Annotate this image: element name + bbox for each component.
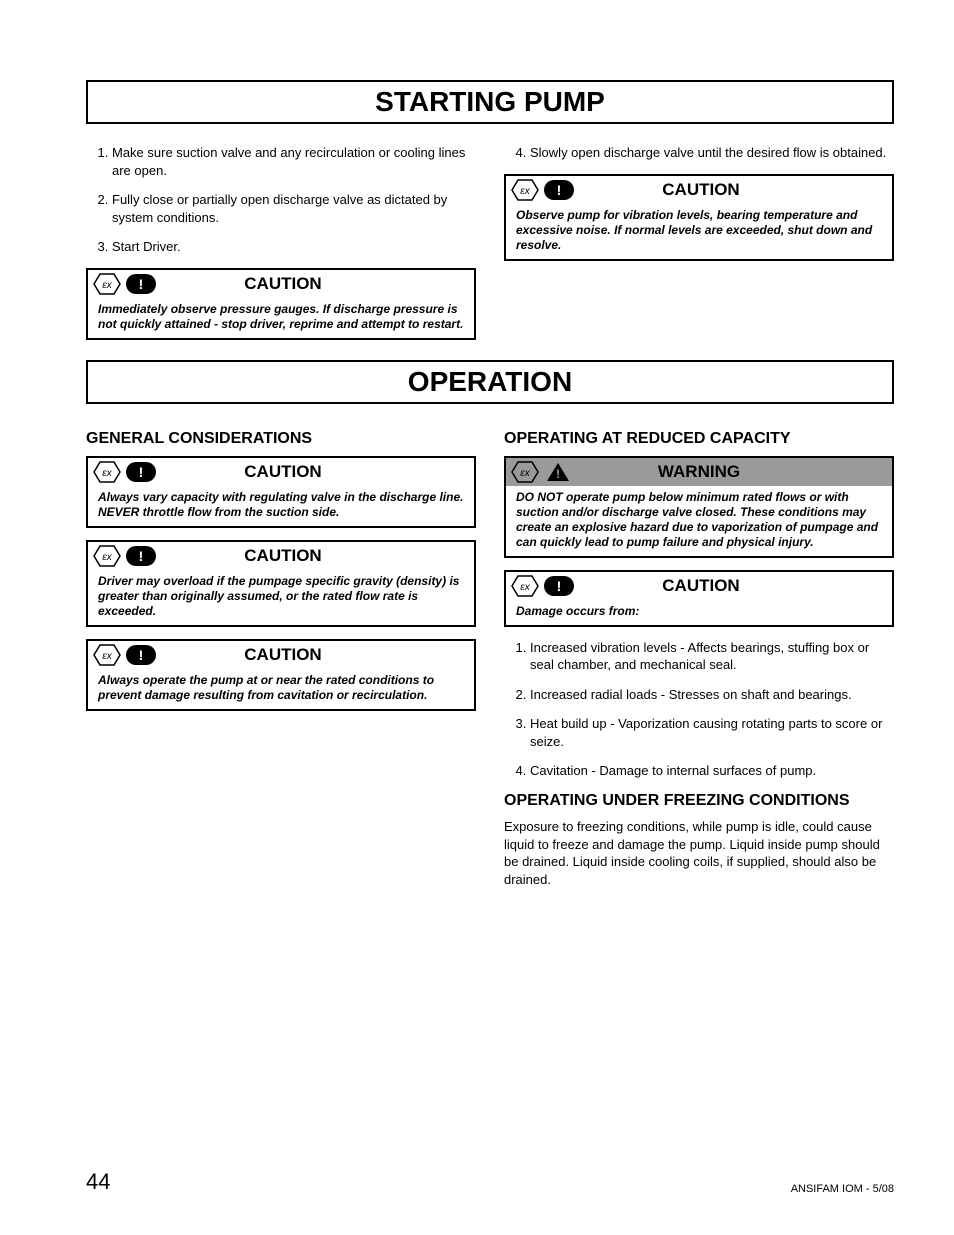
damage-list: Increased vibration levels - Affects bea… <box>504 639 894 780</box>
step: Fully close or partially open discharge … <box>112 191 476 226</box>
exclaim-pill-icon: ! <box>126 645 156 665</box>
caution-header: εx ! CAUTION <box>506 176 892 204</box>
caution-box: εx ! CAUTION Always operate the pump at … <box>86 639 476 711</box>
warning-body: DO NOT operate pump below minimum rated … <box>506 486 892 556</box>
exclaim-pill-icon: ! <box>544 180 574 200</box>
step: Start Driver. <box>112 238 476 256</box>
caution-header: εx ! CAUTION <box>88 458 474 486</box>
caution-header: εx ! CAUTION <box>506 572 892 600</box>
step: Slowly open discharge valve until the de… <box>530 144 894 162</box>
section-title: STARTING PUMP <box>86 80 894 124</box>
steps-left: Make sure suction valve and any recircul… <box>86 144 476 256</box>
warning-box: εx ! WARNING DO NOT operate pump below m… <box>504 456 894 558</box>
ex-hex-icon: εx <box>90 643 124 667</box>
caution-body: Driver may overload if the pumpage speci… <box>88 570 474 625</box>
op-right-column: OPERATING AT REDUCED CAPACITY εx ! WARNI… <box>504 424 894 888</box>
ex-hex-icon: εx <box>508 178 542 202</box>
caution-box: εx ! CAUTION Observe pump for vibration … <box>504 174 894 261</box>
caution-body: Always operate the pump at or near the r… <box>88 669 474 709</box>
caution-header: εx ! CAUTION <box>88 270 474 298</box>
ex-hex-icon: εx <box>508 574 542 598</box>
caution-header: εx ! CAUTION <box>88 542 474 570</box>
list-item: Heat build up - Vaporization causing rot… <box>530 715 894 750</box>
exclaim-pill-icon: ! <box>126 462 156 482</box>
caution-body: Always vary capacity with regulating val… <box>88 486 474 526</box>
svg-text:εx: εx <box>102 468 112 479</box>
ex-hex-icon: εx <box>90 272 124 296</box>
exclaim-pill-icon: ! <box>544 576 574 596</box>
caution-box: εx ! CAUTION Always vary capacity with r… <box>86 456 476 528</box>
caution-header: εx ! CAUTION <box>88 641 474 669</box>
svg-text:!: ! <box>556 467 560 481</box>
svg-text:εx: εx <box>520 468 530 479</box>
ex-hex-icon: εx <box>90 460 124 484</box>
doc-id: ANSIFAM IOM - 5/08 <box>791 1183 894 1195</box>
list-item: Increased radial loads - Stresses on sha… <box>530 686 894 704</box>
list-item: Cavitation - Damage to internal surfaces… <box>530 762 894 780</box>
section-title: OPERATION <box>86 360 894 404</box>
caution-body: Immediately observe pressure gauges. If … <box>88 298 474 338</box>
svg-text:εx: εx <box>520 186 530 197</box>
ex-hex-icon: εx <box>90 544 124 568</box>
subheading: OPERATING UNDER FREEZING CONDITIONS <box>504 792 894 810</box>
page-footer: 44 ANSIFAM IOM - 5/08 <box>86 1169 894 1195</box>
caution-box: εx ! CAUTION Damage occurs from: <box>504 570 894 627</box>
caution-title: CAUTION <box>574 576 892 596</box>
page-number: 44 <box>86 1169 110 1195</box>
left-column: Make sure suction valve and any recircul… <box>86 144 476 352</box>
caution-box: εx ! CAUTION Driver may overload if the … <box>86 540 476 627</box>
caution-title: CAUTION <box>574 180 892 200</box>
subheading: OPERATING AT REDUCED CAPACITY <box>504 430 894 448</box>
right-column: Slowly open discharge valve until the de… <box>504 144 894 352</box>
caution-body: Damage occurs from: <box>506 600 892 625</box>
list-item: Increased vibration levels - Affects bea… <box>530 639 894 674</box>
caution-body: Observe pump for vibration levels, beari… <box>506 204 892 259</box>
caution-title: CAUTION <box>156 546 474 566</box>
operation-columns: GENERAL CONSIDERATIONS εx ! CAUTION Alwa… <box>86 424 894 888</box>
caution-title: CAUTION <box>156 462 474 482</box>
caution-title: CAUTION <box>156 274 474 294</box>
caution-title: CAUTION <box>156 645 474 665</box>
exclaim-pill-icon: ! <box>126 546 156 566</box>
warning-title: WARNING <box>570 462 892 482</box>
warning-header: εx ! WARNING <box>506 458 892 486</box>
subheading: GENERAL CONSIDERATIONS <box>86 430 476 448</box>
svg-text:εx: εx <box>520 582 530 593</box>
starting-pump-columns: Make sure suction valve and any recircul… <box>86 144 894 352</box>
svg-text:εx: εx <box>102 280 112 291</box>
body-text: Exposure to freezing conditions, while p… <box>504 818 894 888</box>
op-left-column: GENERAL CONSIDERATIONS εx ! CAUTION Alwa… <box>86 424 476 888</box>
caution-box: εx ! CAUTION Immediately observe pressur… <box>86 268 476 340</box>
ex-hex-icon: εx <box>508 460 542 484</box>
steps-right: Slowly open discharge valve until the de… <box>504 144 894 162</box>
step: Make sure suction valve and any recircul… <box>112 144 476 179</box>
svg-text:εx: εx <box>102 552 112 563</box>
exclaim-pill-icon: ! <box>126 274 156 294</box>
svg-text:εx: εx <box>102 651 112 662</box>
warning-triangle-icon: ! <box>546 462 570 482</box>
